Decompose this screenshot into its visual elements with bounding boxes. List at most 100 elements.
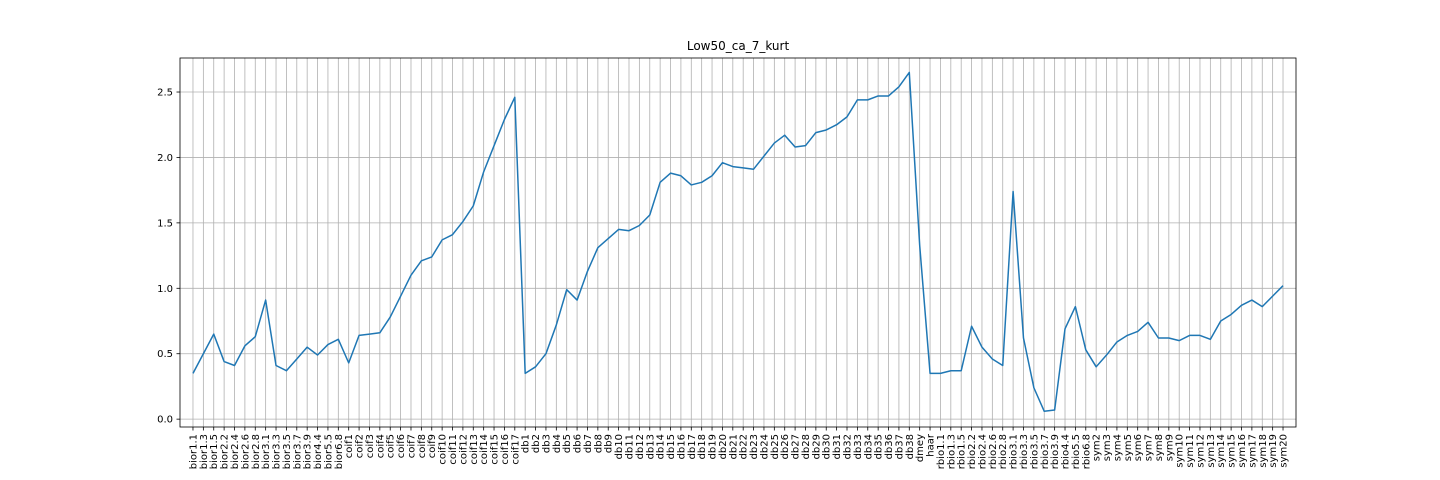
x-tick-label: sym18 xyxy=(1258,434,1269,468)
x-tick-label: sym15 xyxy=(1227,434,1238,468)
x-tick-label: db25 xyxy=(770,434,781,459)
series-line xyxy=(192,71,1284,413)
x-tick-label: sym16 xyxy=(1237,434,1248,468)
x-tick-label: sym11 xyxy=(1185,434,1196,468)
x-tick-label: coif15 xyxy=(490,434,501,465)
x-tick-label: bior2.4 xyxy=(230,434,241,469)
x-tick-label: rbio2.2 xyxy=(967,434,978,469)
x-axis: bior1.1 bior1.3 bior1.5 bior2.2 bior2.4 bior2… xyxy=(188,427,1290,469)
x-tick-label: coif16 xyxy=(500,434,511,465)
x-tick-label: coif1 xyxy=(344,434,355,458)
x-tick-label: db27 xyxy=(791,434,802,459)
x-tick-label: sym10 xyxy=(1175,434,1186,468)
x-tick-label: db3 xyxy=(541,434,552,453)
x-tick-label: bior3.1 xyxy=(261,434,272,469)
x-tick-label: db24 xyxy=(759,434,770,459)
x-tick-label: sym12 xyxy=(1195,434,1206,468)
y-tick-label: 2.0 xyxy=(157,153,173,164)
series-layer xyxy=(192,71,1284,413)
x-tick-label: rbio3.5 xyxy=(1029,434,1040,469)
x-tick-label: db6 xyxy=(573,434,584,453)
x-tick-label: db13 xyxy=(645,434,656,459)
x-tick-label: db2 xyxy=(531,434,542,453)
x-tick-label: rbio1.3 xyxy=(946,434,957,469)
x-tick-label: bior3.7 xyxy=(292,434,303,469)
x-tick-label: db21 xyxy=(728,434,739,459)
x-tick-label: bior1.5 xyxy=(209,434,220,469)
x-tick-label: bior3.3 xyxy=(272,434,283,469)
x-tick-label: db4 xyxy=(552,434,563,453)
x-tick-label: db35 xyxy=(874,434,885,459)
y-tick-label: 1.0 xyxy=(157,284,173,295)
x-tick-label: sym9 xyxy=(1164,434,1175,461)
y-tick-label: 2.5 xyxy=(157,88,173,99)
x-tick-label: coif11 xyxy=(448,434,459,465)
x-tick-label: bior2.2 xyxy=(220,434,231,469)
y-axis: 0.0 0.5 1.0 1.5 2.0 2.5 xyxy=(157,88,180,426)
x-tick-label: db1 xyxy=(521,434,532,453)
x-tick-label: rbio3.9 xyxy=(1050,434,1061,469)
x-tick-label: rbio2.8 xyxy=(998,434,1009,469)
axes-frame xyxy=(179,57,1297,428)
x-tick-label: db19 xyxy=(708,434,719,459)
x-tick-label: rbio1.5 xyxy=(957,434,968,469)
x-tick-label: sym2 xyxy=(1092,434,1103,461)
x-tick-label: rbio2.4 xyxy=(977,434,988,469)
x-tick-label: rbio4.4 xyxy=(1061,434,1072,469)
x-tick-label: bior1.1 xyxy=(188,434,199,469)
x-tick-label: rbio1.1 xyxy=(936,434,947,469)
x-tick-label: bior2.6 xyxy=(240,434,251,469)
x-tick-label: db14 xyxy=(656,434,667,459)
x-tick-label: rbio6.8 xyxy=(1081,434,1092,469)
x-tick-label: coif17 xyxy=(510,434,521,465)
x-tick-label: db33 xyxy=(853,434,864,459)
x-tick-label: bior3.5 xyxy=(282,434,293,469)
x-tick-label: rbio5.5 xyxy=(1071,434,1082,469)
y-tick-label: 0.0 xyxy=(157,415,173,426)
x-tick-label: bior6.8 xyxy=(334,434,345,469)
x-tick-label: db23 xyxy=(749,434,760,459)
x-tick-label: db37 xyxy=(894,434,905,459)
x-tick-label: sym14 xyxy=(1216,434,1227,468)
y-tick-label: 0.5 xyxy=(157,349,173,360)
x-tick-label: db31 xyxy=(832,434,843,459)
x-tick-label: sym4 xyxy=(1112,434,1123,461)
x-tick-label: sym6 xyxy=(1133,434,1144,461)
x-tick-label: db5 xyxy=(562,434,573,453)
x-tick-label: db28 xyxy=(801,434,812,459)
x-tick-label: db12 xyxy=(635,434,646,459)
x-tick-label: coif9 xyxy=(427,434,438,458)
x-tick-label: db8 xyxy=(593,434,604,453)
x-tick-label: sym19 xyxy=(1268,434,1279,468)
x-tick-label: coif8 xyxy=(417,434,428,458)
x-tick-label: sym3 xyxy=(1102,434,1113,461)
x-tick-label: coif2 xyxy=(355,434,366,458)
x-tick-label: bior2.8 xyxy=(251,434,262,469)
x-tick-label: coif10 xyxy=(438,434,449,465)
x-tick-label: bior5.5 xyxy=(323,434,334,469)
grid-lines xyxy=(180,58,1296,427)
x-tick-label: bior1.3 xyxy=(199,434,210,469)
x-tick-label: coif4 xyxy=(375,434,386,458)
x-tick-label: coif13 xyxy=(469,434,480,465)
x-tick-label: haar xyxy=(926,433,937,457)
x-tick-label: db36 xyxy=(884,434,895,459)
y-tick-label: 1.5 xyxy=(157,218,173,229)
x-tick-label: db20 xyxy=(718,434,729,459)
x-tick-label: db7 xyxy=(583,434,594,453)
x-tick-label: sym17 xyxy=(1247,434,1258,468)
x-tick-label: coif6 xyxy=(396,434,407,458)
x-tick-label: db29 xyxy=(811,434,822,459)
x-tick-label: db16 xyxy=(676,434,687,459)
x-tick-label: coif14 xyxy=(479,434,490,465)
x-tick-label: coif7 xyxy=(406,434,417,458)
x-tick-label: db18 xyxy=(697,434,708,459)
x-tick-label: coif3 xyxy=(365,434,376,458)
x-tick-label: sym8 xyxy=(1154,434,1165,461)
x-tick-label: coif12 xyxy=(458,434,469,465)
x-tick-label: rbio3.3 xyxy=(1019,434,1030,469)
x-tick-label: dmey xyxy=(915,434,926,462)
x-tick-label: db9 xyxy=(604,434,615,453)
